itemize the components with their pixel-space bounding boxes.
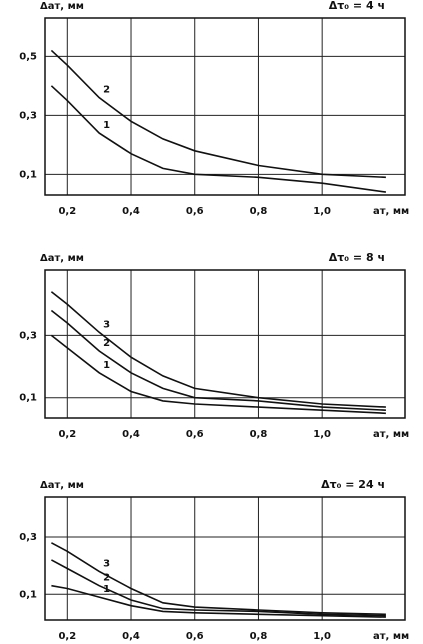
y-tick-label: 0,3: [19, 532, 37, 543]
curve: [50, 334, 386, 415]
curve: [50, 49, 386, 179]
x-tick-label: 0,8: [250, 631, 268, 642]
curve: [50, 85, 387, 193]
plot-frame: [44, 269, 406, 419]
x-tick-label: 1,0: [313, 206, 331, 217]
x-tick-label: 0,6: [186, 631, 204, 642]
curve: [51, 559, 386, 617]
y-axis-label: Δaт, мм: [40, 480, 84, 491]
curve-label: 3: [103, 319, 110, 330]
x-tick-label: 0,2: [58, 429, 76, 440]
x-tick-label: 0,2: [58, 206, 76, 217]
y-tick-label: 0,5: [19, 51, 37, 62]
curve-label: 2: [103, 338, 110, 349]
curve: [51, 542, 386, 616]
x-tick-label: 0,4: [122, 631, 140, 642]
x-tick-label: 0,4: [122, 429, 140, 440]
x-axis-label: aт, мм: [373, 429, 409, 440]
curve-label: 1: [103, 360, 110, 371]
chart-title: Δτ₀ = 8 ч: [329, 251, 385, 264]
y-tick-label: 0,3: [19, 110, 37, 121]
y-tick-label: 0,1: [19, 169, 37, 180]
x-tick-label: 0,6: [186, 206, 204, 217]
x-tick-label: 0,4: [122, 206, 140, 217]
y-tick-label: 0,1: [19, 589, 37, 600]
curve: [51, 584, 386, 618]
chart-title: Δτ₀ = 4 ч: [329, 0, 385, 12]
curve-label: 2: [103, 573, 110, 584]
curve: [50, 309, 386, 411]
x-tick-label: 1,0: [313, 429, 331, 440]
y-tick-label: 0,3: [19, 330, 37, 341]
x-tick-label: 0,8: [250, 429, 268, 440]
curve: [50, 291, 386, 408]
x-tick-label: 0,2: [58, 631, 76, 642]
y-axis-label: Δaт, мм: [40, 1, 84, 12]
x-tick-label: 1,0: [313, 631, 331, 642]
chart-title: Δτ₀ = 24 ч: [321, 478, 385, 491]
plot-frame: [44, 496, 406, 621]
plot-frame: [44, 17, 406, 196]
x-tick-label: 0,8: [250, 206, 268, 217]
x-axis-label: aт, мм: [373, 631, 409, 642]
y-tick-label: 0,1: [19, 393, 37, 404]
curve-label: 2: [103, 85, 110, 96]
curve-label: 1: [103, 120, 110, 131]
x-axis-label: aт, мм: [373, 206, 409, 217]
y-axis-label: Δaт, мм: [40, 253, 84, 264]
curve-label: 3: [103, 558, 110, 569]
x-tick-label: 0,6: [186, 429, 204, 440]
